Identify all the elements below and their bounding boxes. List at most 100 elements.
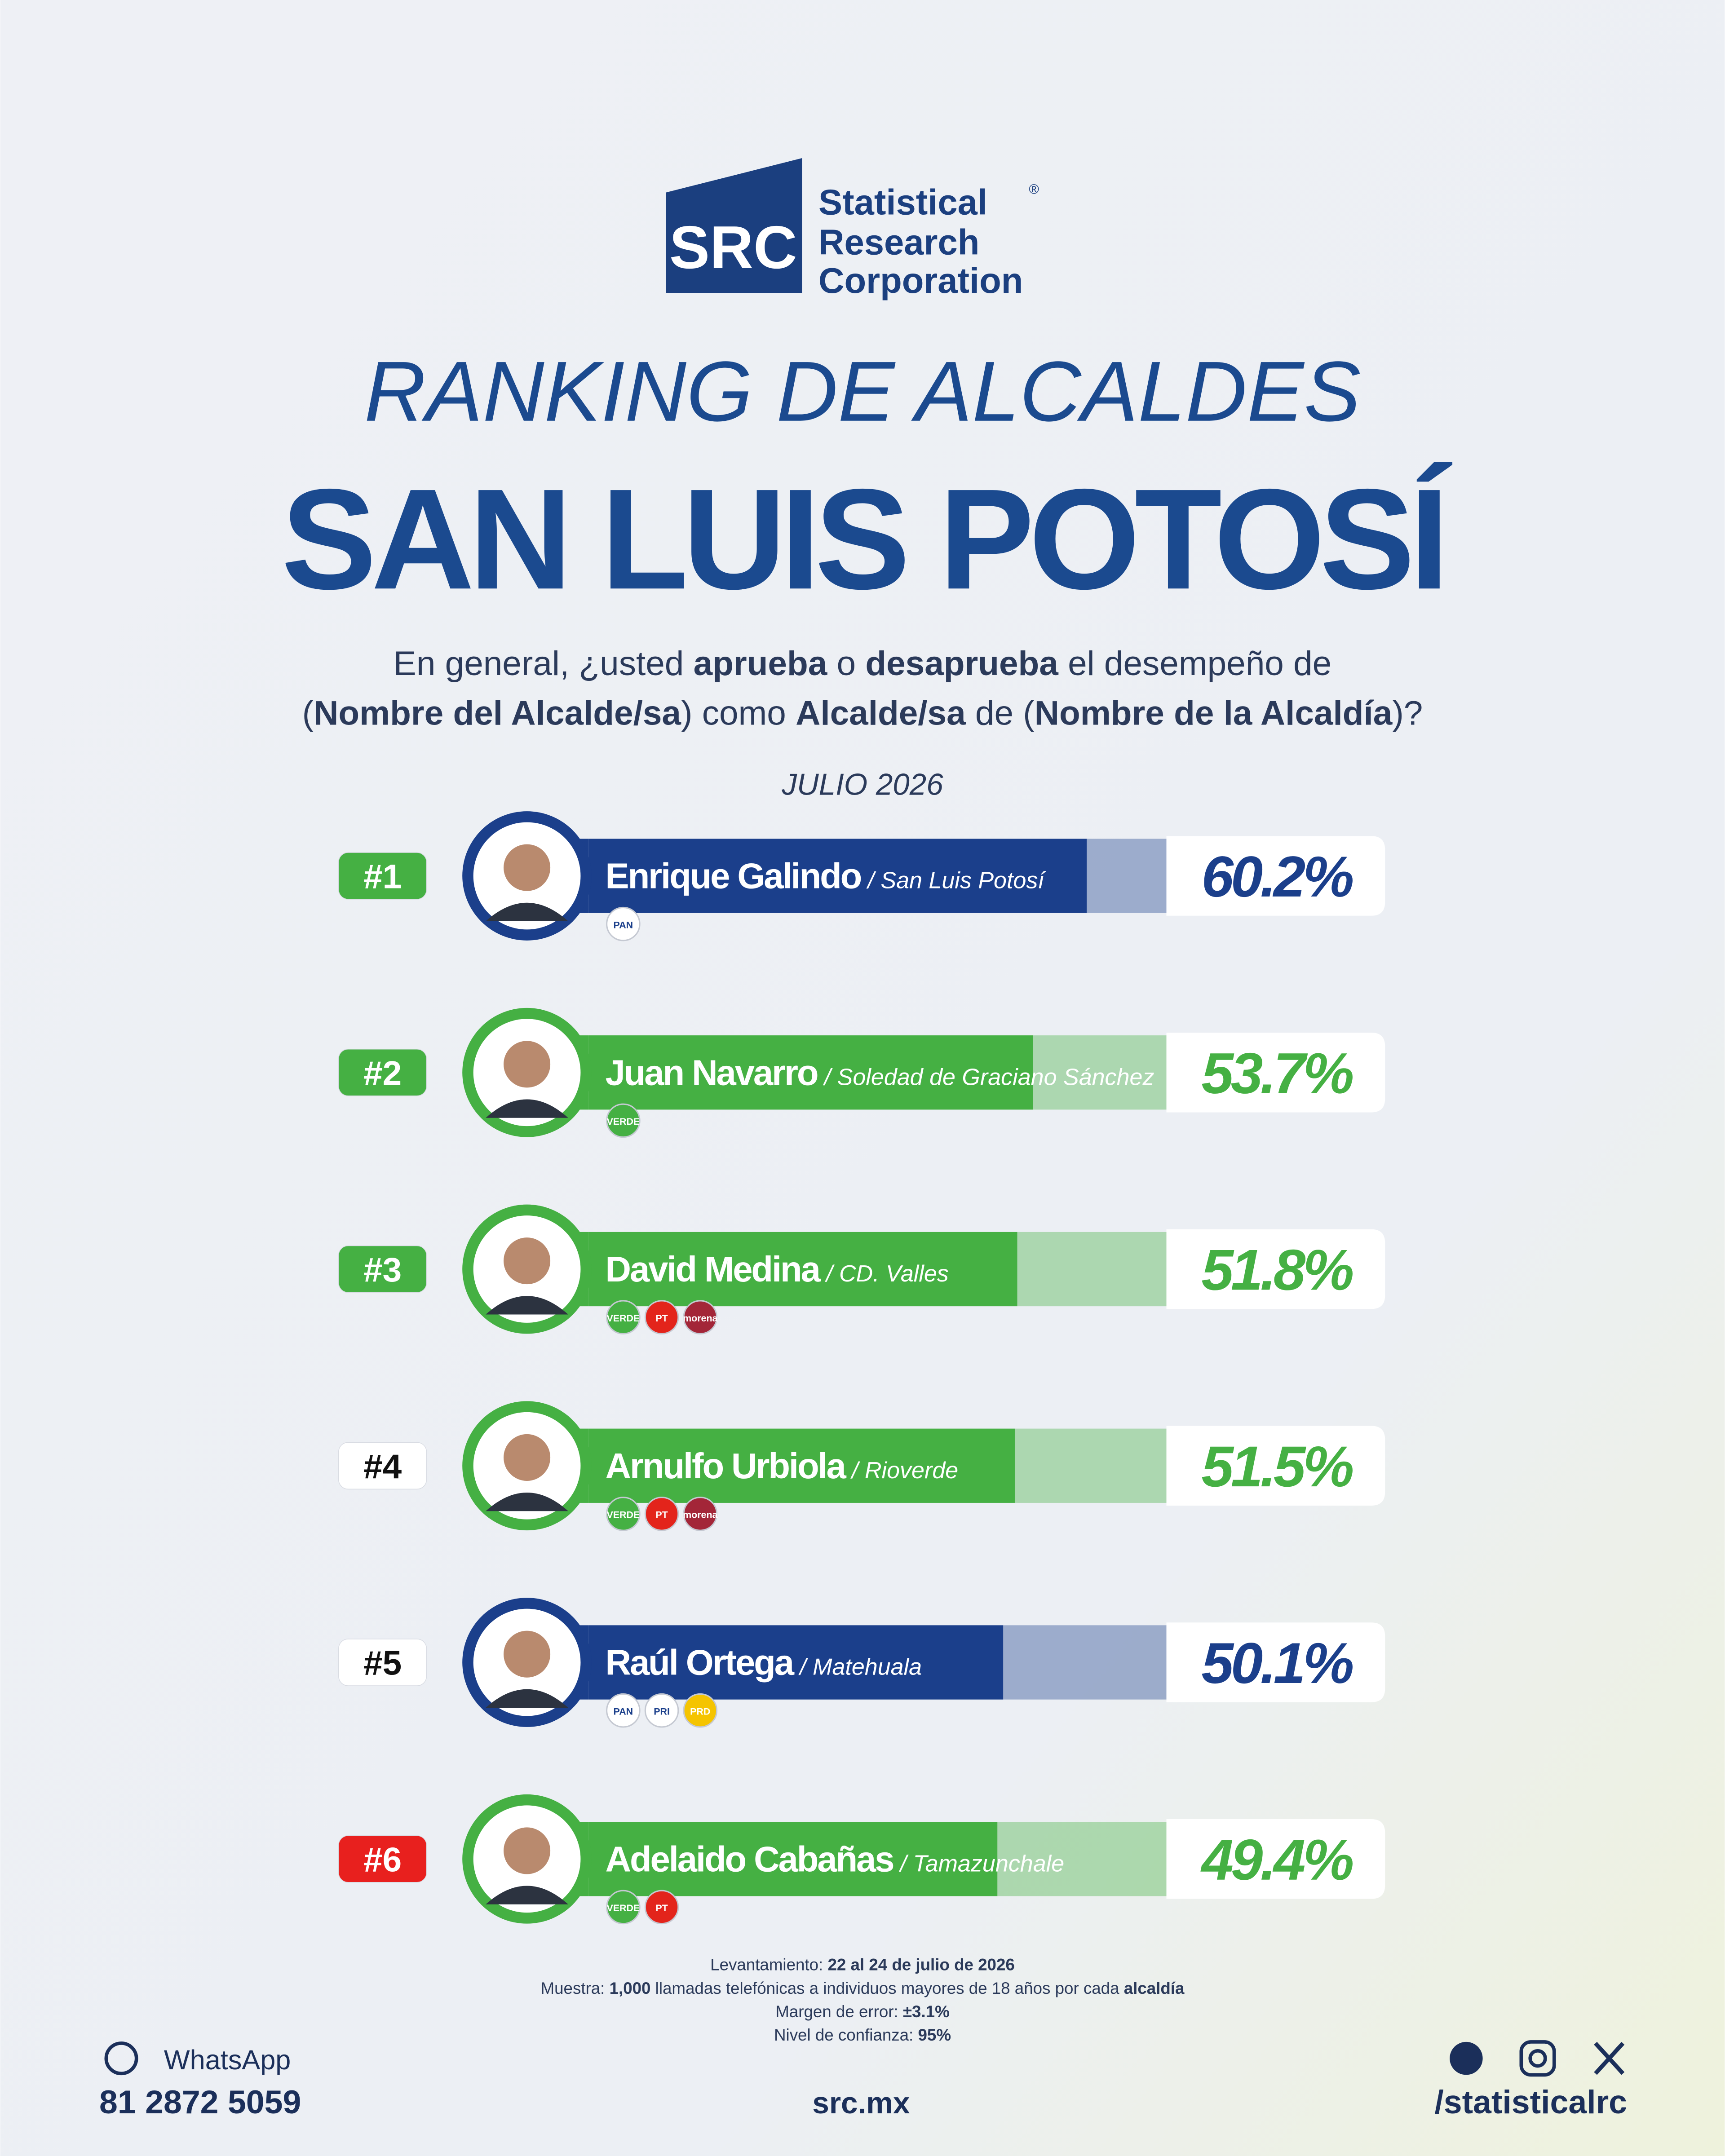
value-box [1166,836,1385,916]
candidate-name: Juan Navarro [606,1052,818,1092]
photo-head [504,1630,551,1678]
ranking-row: #2 53.7% Juan Navarro / Soledad de Graciano… [338,1007,1385,1138]
value-label: 51.5% [1201,1435,1353,1499]
rank-badge [338,1048,427,1096]
text-segment: Muestra: [541,1979,610,1997]
text-segment: 95% [918,2026,951,2044]
methodology-line: Muestra: 1,000 llamadas telefónicas a in… [541,1979,1185,1997]
party-label: PAN [614,1706,633,1717]
party-label: VERDE [606,1510,640,1520]
text-segment: En general, ¿usted [394,645,694,683]
chart-subtitle: SAN LUIS POTOSÍ [281,459,1454,619]
photo-head [504,1434,551,1481]
methodology-line: Nivel de confianza: 95% [774,2026,951,2044]
party-label: PT [655,1313,668,1324]
text-segment: 1,000 [610,1979,651,1997]
party-logo [683,1693,718,1728]
party-logo [606,1103,641,1138]
text-segment: llamadas telefónicas a individuos mayore… [650,1979,1123,1997]
text-segment: Margen de error: [775,2002,903,2021]
bar-track [1033,1035,1167,1110]
party-logo [606,1497,641,1531]
party-label: VERDE [606,1313,640,1324]
logo-text: Research [818,222,979,262]
website[interactable]: src.mx [812,2086,910,2120]
rank-label: #4 [363,1448,402,1486]
rank-badge [338,852,427,900]
ranking-row: #4 51.5% Arnulfo Urbiola / Rioverde VERDE PT m… [338,1401,1385,1531]
text-segment: Nivel de confianza: [774,2026,918,2044]
party-logo [606,1693,641,1728]
logo-mark: SRC [669,213,797,281]
candidate-name: David Medina [606,1249,821,1289]
text-segment: o [827,645,865,683]
logo-text: Statistical [818,182,987,222]
value-box [1166,1819,1385,1899]
logo-shape [666,158,802,293]
candidate-name: Adelaido Cabañas [606,1839,893,1879]
party-logo [683,1300,718,1334]
party-label: PT [655,1510,668,1520]
party-label: PRD [690,1706,710,1717]
party-logo [606,1890,641,1925]
methodology-line: Margen de error: ±3.1% [775,2002,950,2021]
question-line: En general, ¿usted aprueba o desaprueba … [394,645,1331,683]
chart-title: RANKING DE ALCALDES [364,344,1361,439]
candidate-name: Arnulfo Urbiola [606,1446,847,1486]
ranking-row: #3 51.8% David Medina / CD. Valles VERDE PT mo… [338,1204,1385,1334]
ranking-row: #1 60.2% Enrique Galindo / San Luis Potosí P… [338,811,1385,941]
rank-label: #5 [363,1644,402,1683]
party-label: morena [683,1313,718,1324]
candidate: Enrique Galindo / San Luis Potosí [606,856,1047,896]
photo-body [486,1296,568,1315]
party-label: morena [683,1510,718,1520]
candidate-region: / San Luis Potosí [866,868,1046,894]
candidate-name: Enrique Galindo [606,856,861,896]
candidate: Arnulfo Urbiola / Rioverde [606,1446,959,1486]
text-segment: alcaldía [1124,1979,1185,1997]
logo-registered: ® [1029,182,1039,197]
value-box [1166,1622,1385,1702]
candidate: Juan Navarro / Soledad de Graciano Sánche… [606,1052,1154,1092]
date: JULIO 2026 [781,768,943,801]
photo-body [486,1492,568,1511]
facebook-icon[interactable] [1450,2041,1483,2075]
text-segment: Nombre de la Alcaldía [1035,694,1393,732]
candidate-region: / Tamazunchale [899,1851,1064,1877]
party-logo [644,1693,679,1728]
question-line: (Nombre del Alcalde/sa) como Alcalde/sa … [302,694,1423,732]
instagram-icon-lens [1528,2049,1547,2068]
party-label: VERDE [606,1903,640,1913]
party-logo [606,1300,641,1334]
text-segment: ( [302,694,314,732]
party-logo [644,1890,679,1925]
photo-head [504,1237,551,1285]
text-segment: Alcalde/sa [796,694,966,732]
text-segment: aprueba [694,645,828,683]
text-segment: Levantamiento: [710,1956,827,1974]
rank-label: #3 [363,1251,402,1289]
whatsapp-icon [104,2041,138,2076]
rank-label: #2 [363,1054,402,1092]
social-handle[interactable]: /statisticalrc [1434,2083,1627,2121]
x-icon[interactable] [1594,2041,1625,2075]
candidate-region: / CD. Valles [825,1261,949,1287]
ranking-row: #6 49.4% Adelaido Cabañas / Tamazunchale VER… [338,1794,1385,1925]
ranking-row: #5 50.1% Raúl Ortega / Matehuala PAN PRI PRD [338,1598,1385,1728]
rank-label: #1 [363,858,402,896]
bar [588,1625,1004,1700]
rank-badge [338,1639,427,1686]
text-segment: ) como [681,694,796,732]
candidate: Adelaido Cabañas / Tamazunchale [606,1839,1065,1879]
text-segment: )? [1392,694,1423,732]
instagram-icon[interactable] [1519,2040,1556,2077]
candidate-region: / Soledad de Graciano Sánchez [823,1064,1154,1090]
whatsapp-label: WhatsApp [164,2045,291,2075]
rank-badge [338,1835,427,1883]
text-segment: Nombre del Alcalde/sa [314,694,681,732]
party-label: VERDE [606,1116,640,1127]
text-segment: de ( [966,694,1035,732]
party-logo [644,1300,679,1334]
methodology-line: Levantamiento: 22 al 24 de julio de 2026 [710,1956,1015,1974]
